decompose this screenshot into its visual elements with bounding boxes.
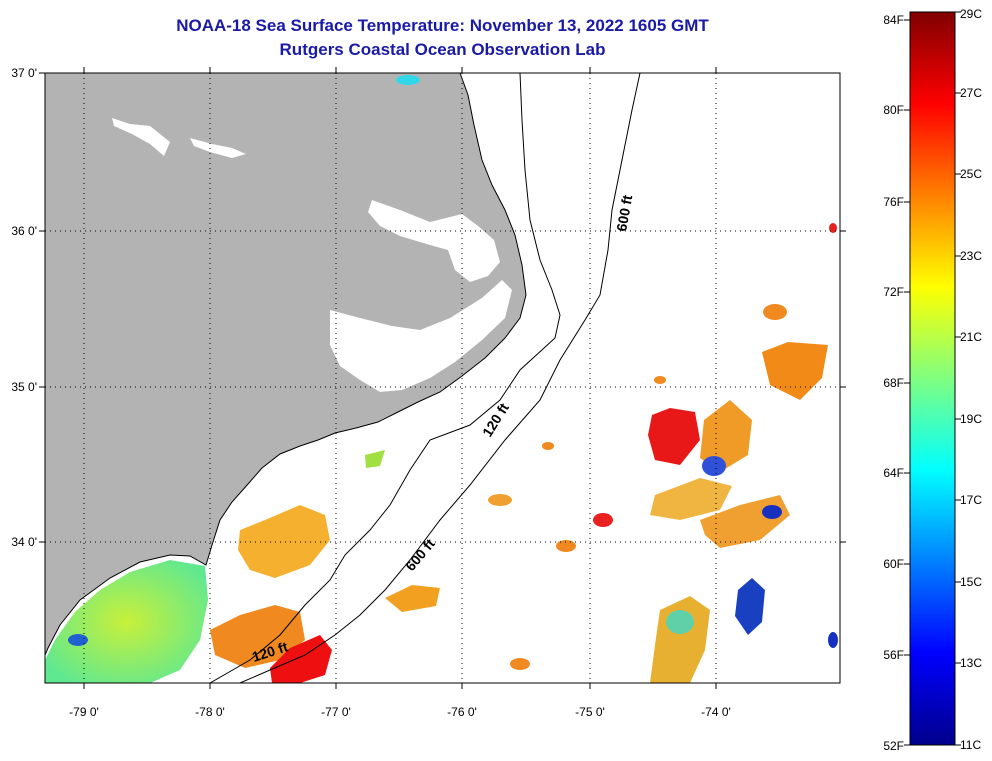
lon-label-78: -78 0'	[195, 705, 225, 719]
sst-nearshore-patch	[45, 560, 208, 683]
colorbar-ticks	[904, 11, 961, 746]
contour-600ft	[239, 73, 641, 683]
colorbar-label-52f: 52F	[883, 739, 904, 753]
lon-label-74: -74 0'	[701, 705, 731, 719]
sst-patch-mixed-e	[650, 478, 732, 520]
colorbar-label-60f: 60F	[883, 557, 904, 571]
sst-patch-orange-m	[763, 304, 787, 320]
inland-river-2	[190, 138, 246, 158]
albemarle-sound	[368, 200, 500, 282]
sst-warm-cluster-2	[210, 605, 305, 668]
sst-patch-red-g	[593, 513, 613, 527]
colorbar-label-15c: 15C	[960, 575, 982, 589]
lon-label-76: -76 0'	[447, 705, 477, 719]
sst-patch-blue-p	[828, 632, 838, 648]
lat-label-34: 34 0'	[11, 535, 37, 549]
map-frame	[44, 72, 841, 684]
lon-label-77: -77 0'	[321, 705, 351, 719]
colorbar-label-27c: 27C	[960, 86, 982, 100]
contour-label-600ft-north: 600 ft	[613, 193, 635, 232]
sst-patch-cyan-j	[666, 610, 694, 634]
map-subtitle: Rutgers Coastal Ocean Observation Lab	[279, 40, 606, 59]
colorbar	[909, 11, 956, 746]
sst-patch-orange-k	[556, 540, 576, 552]
sst-patch-orange-l	[510, 658, 530, 670]
sst-warm-cluster-1	[238, 505, 330, 578]
lat-label-37: 37 0'	[11, 66, 37, 80]
axis-ticks	[39, 67, 846, 689]
colorbar-label-84f: 84F	[883, 13, 904, 27]
colorbar-label-29c: 29C	[960, 7, 982, 21]
colorbar-label-13c: 13C	[960, 656, 982, 670]
colorbar-label-19c: 19C	[960, 412, 982, 426]
sst-patch-red-a	[648, 408, 700, 465]
lon-label-75: -75 0'	[575, 705, 605, 719]
sst-patch-blue-d	[702, 456, 726, 476]
sst-patch-midshelf	[385, 585, 440, 612]
colorbar-label-80f: 80F	[883, 103, 904, 117]
sst-cold-spot	[68, 634, 88, 646]
sst-patch-blue-n	[762, 505, 782, 519]
colorbar-label-76f: 76F	[883, 195, 904, 209]
sst-patch-orange-s	[654, 376, 666, 384]
lat-label-35: 35 0'	[11, 380, 37, 394]
graticule	[45, 73, 840, 683]
map-title: NOAA-18 Sea Surface Temperature: Novembe…	[176, 16, 709, 35]
inland-river-1	[112, 118, 170, 156]
colorbar-label-21c: 21C	[960, 330, 982, 344]
pamlico-sound	[330, 280, 512, 392]
sst-patch-mixed-i	[650, 596, 710, 683]
contour-120ft	[209, 73, 561, 683]
sst-patch-orange-b	[762, 342, 828, 400]
sst-patch-orange-t	[542, 442, 554, 450]
colorbar-label-25c: 25C	[960, 167, 982, 181]
sst-patch-cyan-q	[396, 75, 420, 85]
colorbar-label-64f: 64F	[883, 466, 904, 480]
colorbar-label-72f: 72F	[883, 285, 904, 299]
lon-label-79: -79 0'	[69, 705, 99, 719]
colorbar-label-68f: 68F	[883, 376, 904, 390]
sst-patch-orange-c	[700, 400, 752, 472]
colorbar-label-56f: 56F	[883, 648, 904, 662]
sst-green-patch	[365, 450, 385, 468]
colorbar-label-11c: 11C	[960, 738, 981, 752]
sst-patch-orange-r	[488, 494, 512, 506]
colorbar-label-23c: 23C	[960, 249, 982, 263]
colorbar-label-17c: 17C	[960, 493, 982, 507]
lat-label-36: 36 0'	[11, 224, 37, 238]
sst-patch-blue-h	[735, 578, 765, 635]
